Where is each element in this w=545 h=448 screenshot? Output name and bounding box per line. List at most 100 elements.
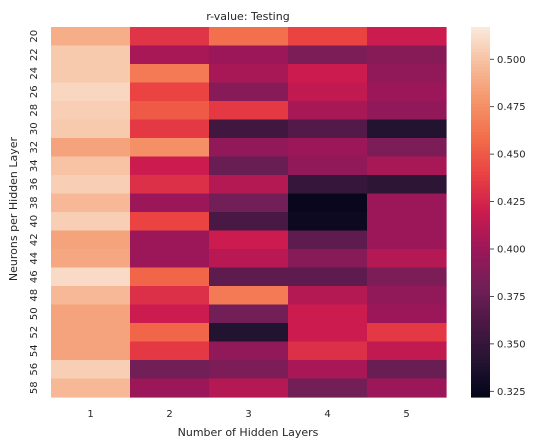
colorbar-segment [471, 153, 490, 158]
colorbar-segment [471, 199, 490, 204]
colorbar-segment [471, 57, 490, 62]
colorbar-segment [471, 67, 490, 71]
colorbar-segment [471, 193, 490, 198]
colorbar-segment [471, 54, 490, 59]
colorbar-segment [471, 171, 490, 176]
heatmap-cell [130, 249, 210, 269]
heatmap-cell [367, 212, 447, 232]
heatmap-cell [209, 249, 289, 269]
heatmap-cell [130, 323, 210, 343]
colorbar-segment [471, 128, 490, 133]
x-tick-label: 5 [403, 409, 409, 420]
heatmap-cell [209, 119, 289, 139]
heatmap-cell [51, 341, 131, 361]
heatmap-cells [51, 27, 447, 398]
colorbar-segment [471, 310, 490, 315]
heatmap-cell [130, 341, 210, 361]
colorbar-segment [471, 347, 490, 352]
heatmap-cell [51, 101, 131, 121]
y-tick-label: 24 [29, 67, 40, 80]
colorbar-segment [471, 387, 490, 392]
heatmap-cell [130, 82, 210, 102]
heatmap-cell [367, 341, 447, 361]
colorbar-segment [471, 73, 490, 77]
heatmap-cell [209, 101, 289, 121]
y-tick-label: 38 [29, 196, 40, 209]
colorbar-segment [471, 110, 490, 114]
y-axis-label: Neurons per Hidden Layer [7, 136, 20, 281]
colorbar-segment [471, 224, 490, 229]
heatmap-cell [367, 156, 447, 176]
heatmap-cell [51, 249, 131, 269]
colorbar-segment [471, 245, 490, 250]
colorbar-segment [471, 42, 490, 47]
colorbar-segment [471, 97, 490, 102]
heatmap-cell [130, 378, 210, 398]
colorbar-segment [471, 33, 490, 37]
colorbar-segment [471, 134, 490, 139]
colorbar-segment [471, 212, 490, 216]
heatmap-cell [288, 119, 368, 139]
heatmap-cell [288, 267, 368, 287]
heatmap-cell [367, 27, 447, 47]
heatmap-cell [51, 119, 131, 139]
colorbar-segment [471, 335, 490, 340]
colorbar-segment [471, 350, 490, 355]
heatmap-cell [130, 64, 210, 84]
colorbar-segment [471, 101, 490, 105]
heatmap-cell [209, 138, 289, 158]
x-tick-labels: 1 2 3 4 5 [87, 409, 409, 420]
x-tick-label: 4 [324, 409, 330, 420]
heatmap-cell [51, 378, 131, 398]
colorbar-segment [471, 366, 490, 370]
colorbar-segment [471, 64, 490, 68]
heatmap-cell [209, 341, 289, 361]
heatmap-cell [209, 323, 289, 343]
heatmap-cell [367, 101, 447, 121]
heatmap-cell [130, 156, 210, 176]
heatmap-cell [288, 64, 368, 84]
colorbar-segment [471, 168, 490, 173]
colorbar-segment [471, 91, 490, 96]
colorbar-segment [471, 249, 490, 253]
y-tick-label: 46 [29, 270, 40, 283]
heatmap-cell [51, 360, 131, 380]
heatmap-cell [51, 304, 131, 324]
y-tick-label: 26 [29, 85, 40, 98]
colorbar-segment [471, 282, 490, 287]
colorbar-segment [471, 298, 490, 303]
heatmap-cell [288, 45, 368, 65]
heatmap-cell [288, 175, 368, 195]
heatmap-cell [209, 27, 289, 47]
heatmap-cell [288, 249, 368, 269]
heatmap-cell [130, 27, 210, 47]
colorbar-tick-label: 0.325 [497, 387, 526, 398]
colorbar-segment [471, 94, 490, 99]
y-tick-label: 54 [29, 344, 40, 357]
colorbar-segment [471, 208, 490, 213]
heatmap-cell [288, 193, 368, 213]
heatmap-cell [209, 193, 289, 213]
heatmap-cell [367, 193, 447, 213]
colorbar-segment [471, 329, 490, 333]
colorbar-segment [471, 79, 490, 84]
colorbar-segment [471, 304, 490, 309]
y-tick-label: 20 [29, 30, 40, 43]
colorbar-segment [471, 323, 490, 327]
colorbar-segment [471, 113, 490, 118]
heatmap-cell [130, 101, 210, 121]
heatmap-cell [288, 304, 368, 324]
colorbar-segment [471, 292, 490, 296]
heatmap-cell [209, 45, 289, 65]
heatmap-cell [209, 175, 289, 195]
heatmap-cell [51, 193, 131, 213]
heatmap-cell [367, 304, 447, 324]
colorbar-segment [471, 51, 490, 56]
colorbar-segment [471, 384, 490, 389]
colorbar-segment [471, 187, 490, 192]
colorbar-segment [471, 48, 490, 53]
heatmap-cell [51, 138, 131, 158]
heatmap-cell [51, 212, 131, 232]
y-tick-label: 34 [29, 159, 40, 172]
